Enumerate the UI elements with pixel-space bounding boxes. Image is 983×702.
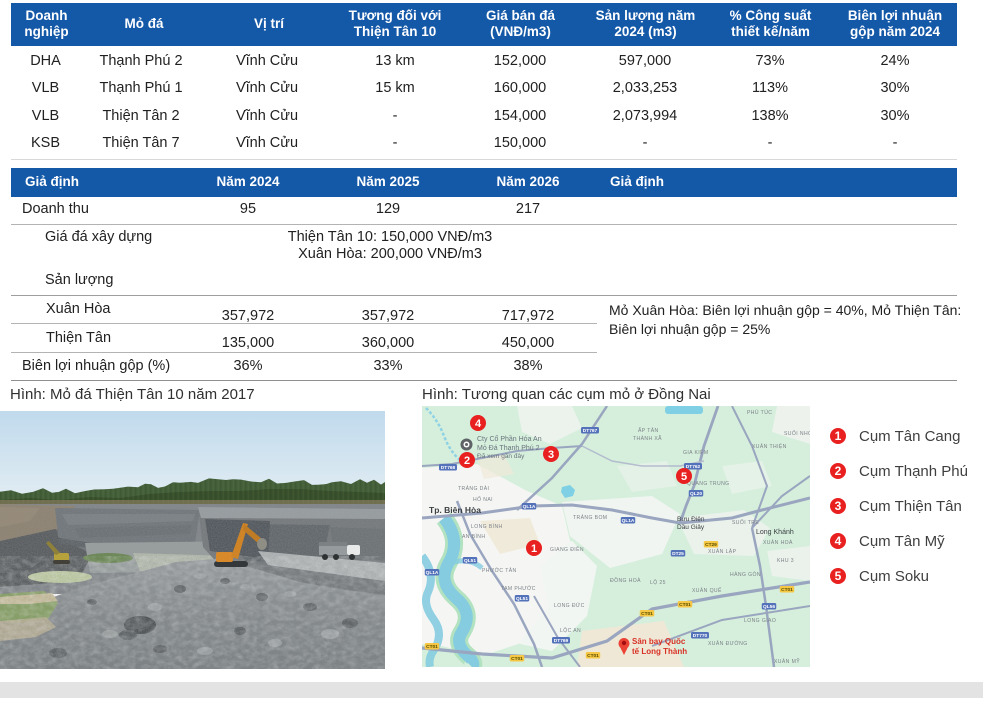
svg-text:CT01: CT01 (781, 587, 793, 593)
svg-text:ĐỒNG HOÀ: ĐỒNG HOÀ (610, 577, 641, 584)
svg-text:AN BÌNH: AN BÌNH (462, 533, 485, 540)
svg-text:ẤP TÂN: ẤP TÂN (638, 427, 659, 434)
svg-text:QL56: QL56 (763, 604, 775, 610)
svg-text:Long Khánh: Long Khánh (756, 529, 794, 536)
svg-text:CT01: CT01 (679, 602, 691, 608)
svg-text:HỐ NAI: HỐ NAI (473, 496, 493, 503)
svg-text:XUÂN ĐƯỜNG: XUÂN ĐƯỜNG (708, 640, 748, 647)
svg-text:PHƯỚC TÂN: PHƯỚC TÂN (482, 567, 517, 574)
svg-text:GIA KIỆM: GIA KIỆM (683, 448, 709, 456)
svg-text:XUÂN LẬP: XUÂN LẬP (708, 548, 737, 555)
svg-text:3: 3 (548, 449, 554, 461)
svg-text:Bưu Điện: Bưu Điện (677, 516, 705, 523)
svg-text:QL1A: QL1A (622, 518, 635, 524)
svg-text:4: 4 (475, 418, 482, 430)
svg-text:HÀNG GÒN: HÀNG GÒN (730, 571, 761, 578)
svg-text:Dầu Giây: Dầu Giây (677, 522, 705, 531)
svg-text:Sân bay Quốc: Sân bay Quốc (632, 637, 686, 646)
svg-text:QL1A: QL1A (523, 504, 536, 510)
svg-text:5: 5 (681, 471, 687, 483)
svg-text:QL51: QL51 (516, 596, 528, 602)
svg-text:TRẢNG BOM: TRẢNG BOM (573, 514, 607, 521)
svg-text:XUÂN MỸ: XUÂN MỸ (774, 658, 800, 665)
svg-text:CT01: CT01 (587, 653, 599, 659)
svg-text:Cty Cổ Phần Hóa An: Cty Cổ Phần Hóa An (477, 434, 542, 443)
svg-text:Mỏ Đá Thạnh Phú 2: Mỏ Đá Thạnh Phú 2 (477, 444, 540, 452)
svg-text:CT29: CT29 (705, 542, 717, 548)
svg-text:LONG GIAO: LONG GIAO (744, 618, 776, 624)
svg-text:SUỐI NHO: SUỐI NHO (784, 430, 810, 437)
svg-text:1: 1 (531, 543, 537, 555)
svg-text:QL20: QL20 (690, 491, 702, 497)
svg-text:LỘC AN: LỘC AN (560, 627, 581, 634)
svg-text:XUÂN HOÀ: XUÂN HOÀ (763, 539, 793, 546)
svg-text:tế Long Thành: tế Long Thành (632, 647, 687, 656)
svg-text:LỘ 25: LỘ 25 (650, 579, 666, 586)
svg-text:DT769: DT769 (554, 638, 569, 644)
svg-text:PHÚ TÚC: PHÚ TÚC (747, 409, 772, 416)
svg-text:2: 2 (464, 455, 470, 467)
svg-text:QL51: QL51 (464, 558, 476, 564)
svg-text:DT768: DT768 (441, 465, 456, 471)
svg-text:TAM PHƯỚC: TAM PHƯỚC (501, 585, 536, 592)
svg-text:QUANG TRUNG: QUANG TRUNG (687, 481, 730, 487)
svg-text:CT01: CT01 (426, 644, 438, 650)
svg-text:SUỐI TRE: SUỐI TRE (732, 519, 759, 526)
svg-text:DT762: DT762 (686, 464, 701, 470)
svg-text:GIANG ĐIỀN: GIANG ĐIỀN (550, 546, 584, 553)
svg-text:DT25: DT25 (672, 551, 684, 557)
svg-text:LONG ĐỨC: LONG ĐỨC (554, 602, 585, 609)
svg-text:XUÂN QUẾ: XUÂN QUẾ (692, 587, 722, 594)
svg-text:KHU 3: KHU 3 (777, 558, 794, 564)
svg-text:CT01: CT01 (641, 611, 653, 617)
svg-text:DT767: DT767 (583, 428, 598, 434)
svg-text:Tp. Biên Hòa: Tp. Biên Hòa (429, 505, 481, 515)
svg-text:Đã xem gần đây: Đã xem gần đây (477, 451, 525, 460)
svg-text:TRẢNG DÀI: TRẢNG DÀI (458, 485, 489, 492)
svg-text:LONG BÌNH: LONG BÌNH (471, 523, 503, 530)
svg-text:CT01: CT01 (511, 656, 523, 662)
svg-text:QL1A: QL1A (426, 570, 439, 576)
svg-text:DT770: DT770 (693, 633, 708, 639)
svg-text:THÀNH XÃ: THÀNH XÃ (633, 435, 662, 442)
svg-text:XUÂN THIỆN: XUÂN THIỆN (752, 442, 787, 450)
